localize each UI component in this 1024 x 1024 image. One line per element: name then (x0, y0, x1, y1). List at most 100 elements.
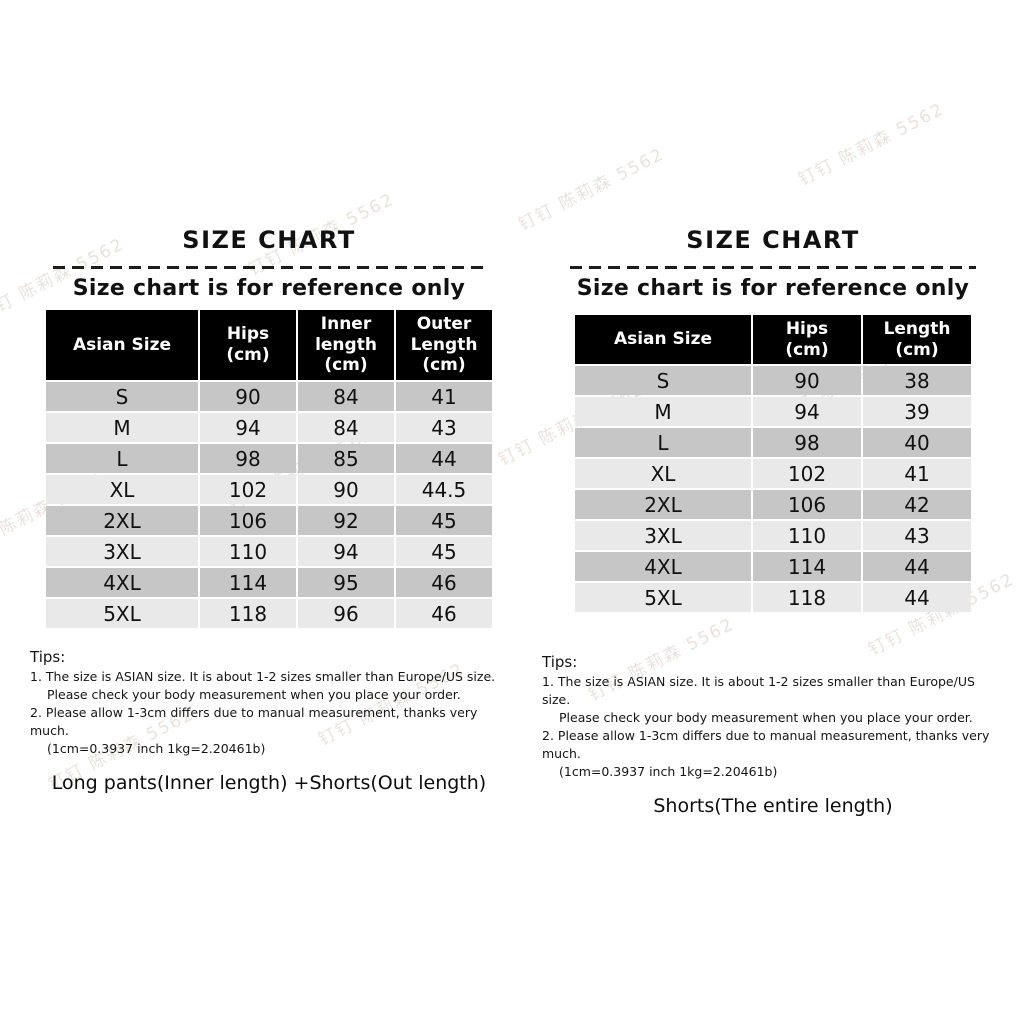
table-cell: 4XL (575, 552, 751, 582)
header-hips: Hips (cm) (753, 315, 861, 365)
table-cell: 114 (753, 552, 861, 582)
tip-line: 1. The size is ASIAN size. It is about 1… (542, 674, 975, 707)
table-cell: 3XL (575, 521, 751, 551)
tip-line: 2. Please allow 1-3cm differs due to man… (30, 705, 478, 738)
table-cell: 94 (753, 397, 861, 427)
tips-block: Tips: 1. The size is ASIAN size. It is a… (542, 653, 1004, 781)
panel-long-pants: SIZE CHART Size chart is for reference o… (30, 227, 508, 817)
table-cell: 106 (200, 506, 296, 536)
tip-line: Please check your body measurement when … (559, 710, 973, 725)
table-row-s: S 90 38 (575, 366, 971, 396)
table-cell: 98 (753, 428, 861, 458)
table-cell: 118 (753, 583, 861, 613)
table-cell: 85 (298, 444, 394, 474)
table-cell: L (575, 428, 751, 458)
table-row-3xl: 3XL 110 94 45 (46, 537, 492, 567)
size-table-long-pants: Asian Size Hips (cm) Inner length (cm) O… (44, 308, 494, 630)
header-length: Length (cm) (863, 315, 971, 365)
page-title: SIZE CHART (686, 226, 860, 254)
table-cell: 38 (863, 366, 971, 396)
table-cell: 106 (753, 490, 861, 520)
table-cell: 41 (863, 459, 971, 489)
caption-long-pants: Long pants(Inner length) +Shorts(Out len… (51, 772, 487, 794)
table-cell: 2XL (46, 506, 198, 536)
size-table-wrap: Asian Size Hips (cm) Length (cm) S 90 38… (542, 313, 1004, 645)
table-cell: 43 (396, 413, 492, 443)
size-table-wrap: Asian Size Hips (cm) Inner length (cm) O… (30, 308, 508, 640)
table-cell: 44 (863, 552, 971, 582)
table-row-5xl: 5XL 118 96 46 (46, 599, 492, 629)
panels-container: SIZE CHART Size chart is for reference o… (30, 227, 1004, 817)
table-row-xl: XL 102 90 44.5 (46, 475, 492, 505)
header-asian-size: Asian Size (575, 315, 751, 365)
tips-label: Tips: (30, 648, 66, 666)
table-cell: 114 (200, 568, 296, 598)
table-row-m: M 94 84 43 (46, 413, 492, 443)
table-cell: M (46, 413, 198, 443)
size-table-shorts: Asian Size Hips (cm) Length (cm) S 90 38… (573, 313, 973, 614)
table-header-row: Asian Size Hips (cm) Inner length (cm) O… (46, 310, 492, 381)
table-cell: 43 (863, 521, 971, 551)
table-cell: 110 (200, 537, 296, 567)
table-cell: 44.5 (396, 475, 492, 505)
table-cell: 95 (298, 568, 394, 598)
header-hips: Hips (cm) (200, 310, 296, 381)
tip-line: (1cm=0.3937 inch 1kg=2.20461b) (47, 741, 266, 756)
dashed-divider (53, 266, 485, 269)
table-cell: 42 (863, 490, 971, 520)
table-cell: XL (46, 475, 198, 505)
table-cell: 2XL (575, 490, 751, 520)
table-row-4xl: 4XL 114 95 46 (46, 568, 492, 598)
table-header-row: Asian Size Hips (cm) Length (cm) (575, 315, 971, 365)
table-cell: 102 (753, 459, 861, 489)
tips-label: Tips: (542, 653, 578, 671)
table-cell: 5XL (575, 583, 751, 613)
header-inner-length: Inner length (cm) (298, 310, 394, 381)
table-cell: 41 (396, 382, 492, 412)
table-row-m: M 94 39 (575, 397, 971, 427)
table-row-s: S 90 84 41 (46, 382, 492, 412)
table-cell: S (46, 382, 198, 412)
table-cell: 110 (753, 521, 861, 551)
table-cell: 92 (298, 506, 394, 536)
table-cell: M (575, 397, 751, 427)
dashed-divider (570, 266, 976, 269)
table-cell: 90 (200, 382, 296, 412)
header-outer-length: Outer Length (cm) (396, 310, 492, 381)
table-row-2xl: 2XL 106 92 45 (46, 506, 492, 536)
table-cell: 40 (863, 428, 971, 458)
table-cell: 44 (863, 583, 971, 613)
subtitle: Size chart is for reference only (72, 276, 466, 301)
tip-line: Please check your body measurement when … (47, 687, 461, 702)
tip-line: 2. Please allow 1-3cm differs due to man… (542, 728, 990, 761)
tip-line: 1. The size is ASIAN size. It is about 1… (30, 669, 496, 684)
caption-shorts: Shorts(The entire length) (653, 795, 893, 817)
table-cell: 5XL (46, 599, 198, 629)
table-cell: 118 (200, 599, 296, 629)
table-cell: XL (575, 459, 751, 489)
table-cell: 39 (863, 397, 971, 427)
table-cell: 102 (200, 475, 296, 505)
table-row-l: L 98 85 44 (46, 444, 492, 474)
table-cell: 94 (200, 413, 296, 443)
table-cell: 45 (396, 537, 492, 567)
table-cell: 45 (396, 506, 492, 536)
table-cell: 84 (298, 382, 394, 412)
tips-block: Tips: 1. The size is ASIAN size. It is a… (30, 648, 508, 758)
table-cell: 98 (200, 444, 296, 474)
table-cell: 94 (298, 537, 394, 567)
table-cell: 4XL (46, 568, 198, 598)
table-cell: 44 (396, 444, 492, 474)
table-row-4xl: 4XL 114 44 (575, 552, 971, 582)
table-cell: 84 (298, 413, 394, 443)
tip-line: (1cm=0.3937 inch 1kg=2.20461b) (559, 764, 778, 779)
table-row-5xl: 5XL 118 44 (575, 583, 971, 613)
table-cell: L (46, 444, 198, 474)
table-cell: 90 (298, 475, 394, 505)
table-cell: 46 (396, 568, 492, 598)
table-cell: 96 (298, 599, 394, 629)
panel-shorts: SIZE CHART Size chart is for reference o… (542, 227, 1004, 817)
table-row-3xl: 3XL 110 43 (575, 521, 971, 551)
table-cell: S (575, 366, 751, 396)
